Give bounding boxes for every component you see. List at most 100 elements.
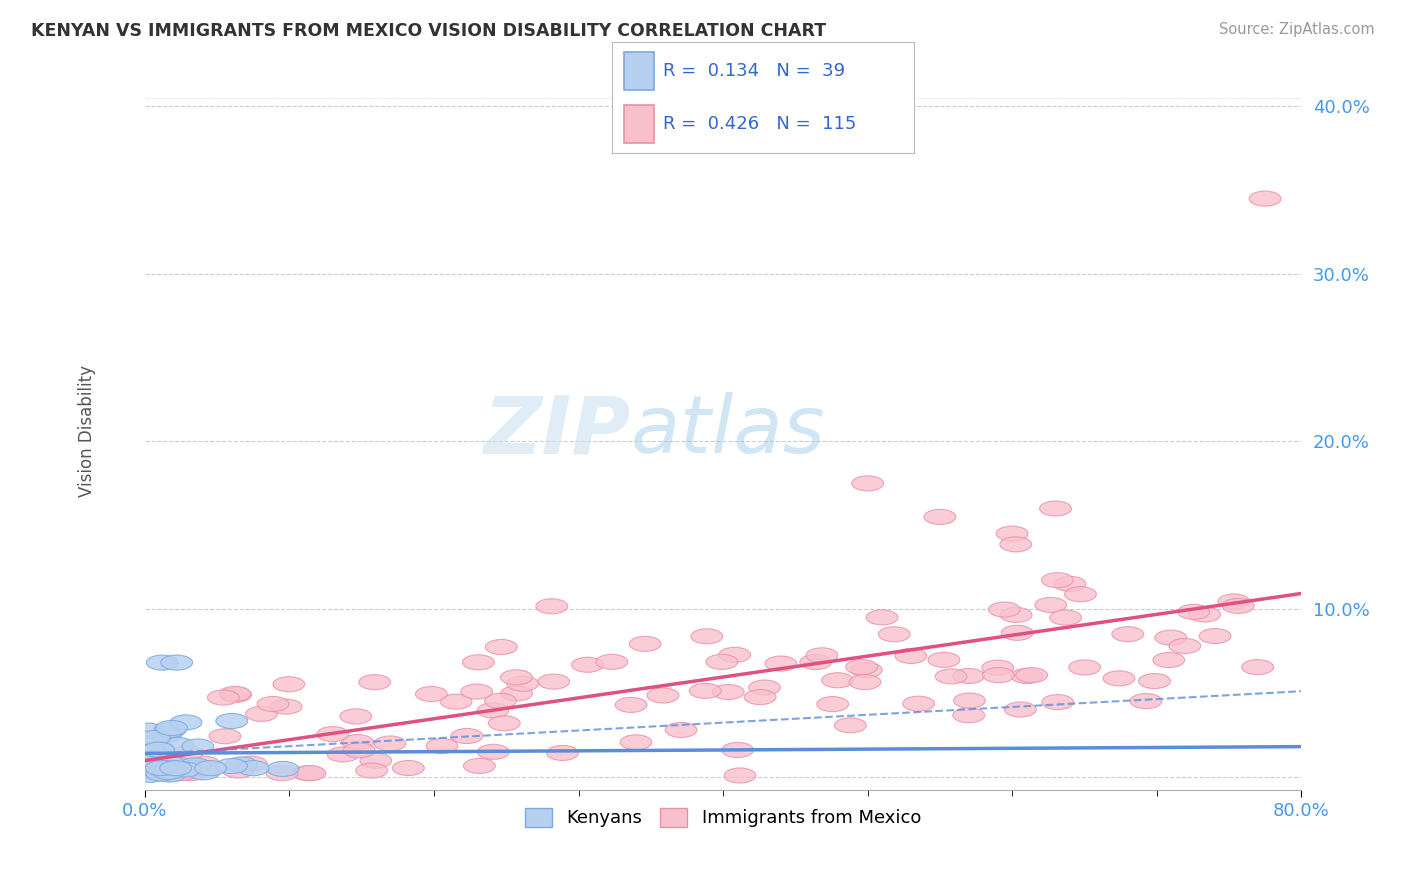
Ellipse shape: [1035, 598, 1067, 613]
Ellipse shape: [821, 673, 853, 688]
Ellipse shape: [1064, 587, 1097, 602]
Ellipse shape: [1039, 501, 1071, 516]
Ellipse shape: [988, 602, 1021, 617]
Ellipse shape: [267, 762, 298, 776]
Ellipse shape: [157, 756, 190, 771]
Ellipse shape: [1004, 702, 1036, 717]
Ellipse shape: [689, 683, 721, 698]
Legend: Kenyans, Immigrants from Mexico: Kenyans, Immigrants from Mexico: [517, 801, 928, 835]
Text: R =  0.134   N =  39: R = 0.134 N = 39: [664, 62, 845, 80]
Ellipse shape: [356, 763, 388, 778]
Ellipse shape: [270, 699, 302, 714]
Text: atlas: atlas: [630, 392, 825, 470]
Ellipse shape: [172, 746, 204, 761]
Ellipse shape: [292, 765, 325, 780]
Ellipse shape: [1042, 573, 1073, 588]
Ellipse shape: [903, 696, 935, 711]
Ellipse shape: [219, 688, 252, 702]
Ellipse shape: [1249, 191, 1281, 206]
Ellipse shape: [596, 655, 627, 669]
Ellipse shape: [160, 761, 191, 776]
Ellipse shape: [215, 758, 247, 773]
Ellipse shape: [134, 767, 166, 782]
Ellipse shape: [485, 640, 517, 655]
Ellipse shape: [1069, 660, 1101, 675]
Ellipse shape: [536, 599, 568, 614]
Ellipse shape: [1199, 629, 1232, 644]
FancyBboxPatch shape: [624, 52, 654, 90]
Ellipse shape: [953, 707, 984, 723]
Ellipse shape: [209, 729, 240, 744]
Ellipse shape: [463, 655, 495, 670]
Ellipse shape: [1139, 673, 1170, 689]
Ellipse shape: [188, 764, 219, 780]
Ellipse shape: [924, 509, 956, 524]
Ellipse shape: [150, 753, 183, 768]
Ellipse shape: [132, 741, 163, 756]
Ellipse shape: [294, 765, 326, 780]
Ellipse shape: [1001, 625, 1033, 640]
Ellipse shape: [547, 746, 578, 761]
Ellipse shape: [165, 765, 197, 780]
Ellipse shape: [359, 674, 391, 690]
Ellipse shape: [713, 684, 744, 699]
Ellipse shape: [146, 761, 179, 776]
Ellipse shape: [851, 663, 882, 678]
Ellipse shape: [616, 698, 647, 713]
Ellipse shape: [157, 761, 188, 776]
Ellipse shape: [724, 768, 756, 783]
Ellipse shape: [1000, 537, 1032, 552]
Ellipse shape: [451, 729, 482, 744]
Ellipse shape: [501, 670, 533, 685]
Ellipse shape: [415, 687, 447, 702]
Ellipse shape: [208, 690, 239, 705]
Ellipse shape: [170, 714, 202, 730]
Text: Source: ZipAtlas.com: Source: ZipAtlas.com: [1219, 22, 1375, 37]
Ellipse shape: [145, 761, 177, 776]
Ellipse shape: [935, 669, 967, 684]
Ellipse shape: [834, 718, 866, 733]
Ellipse shape: [849, 674, 882, 690]
Ellipse shape: [138, 731, 170, 746]
Ellipse shape: [162, 738, 194, 753]
Ellipse shape: [246, 706, 277, 722]
Text: KENYAN VS IMMIGRANTS FROM MEXICO VISION DISABILITY CORRELATION CHART: KENYAN VS IMMIGRANTS FROM MEXICO VISION …: [31, 22, 827, 40]
Ellipse shape: [953, 693, 986, 708]
Ellipse shape: [226, 757, 257, 772]
Ellipse shape: [748, 680, 780, 695]
Ellipse shape: [1015, 667, 1047, 682]
Ellipse shape: [1130, 694, 1161, 708]
Ellipse shape: [146, 766, 177, 781]
Ellipse shape: [179, 758, 211, 772]
Ellipse shape: [181, 739, 214, 754]
Ellipse shape: [1000, 607, 1032, 623]
Ellipse shape: [488, 715, 520, 731]
Ellipse shape: [152, 764, 184, 780]
Ellipse shape: [718, 648, 751, 663]
Ellipse shape: [1054, 576, 1085, 591]
Ellipse shape: [817, 697, 849, 712]
Ellipse shape: [928, 652, 960, 667]
Ellipse shape: [138, 752, 170, 767]
Ellipse shape: [846, 659, 877, 674]
Ellipse shape: [343, 743, 375, 758]
Ellipse shape: [1104, 671, 1135, 686]
Ellipse shape: [537, 674, 569, 690]
Text: ZIP: ZIP: [484, 392, 630, 470]
Ellipse shape: [1112, 626, 1143, 641]
Ellipse shape: [1241, 659, 1274, 674]
Ellipse shape: [1011, 668, 1042, 683]
Ellipse shape: [440, 694, 472, 709]
Ellipse shape: [316, 727, 349, 741]
Ellipse shape: [1222, 599, 1254, 614]
Ellipse shape: [217, 714, 247, 729]
Ellipse shape: [174, 765, 207, 780]
Ellipse shape: [142, 742, 174, 757]
Ellipse shape: [187, 761, 219, 775]
Ellipse shape: [690, 629, 723, 644]
Ellipse shape: [620, 735, 652, 750]
Ellipse shape: [155, 767, 186, 782]
Ellipse shape: [1178, 604, 1209, 619]
Ellipse shape: [501, 686, 533, 701]
Ellipse shape: [342, 734, 374, 749]
